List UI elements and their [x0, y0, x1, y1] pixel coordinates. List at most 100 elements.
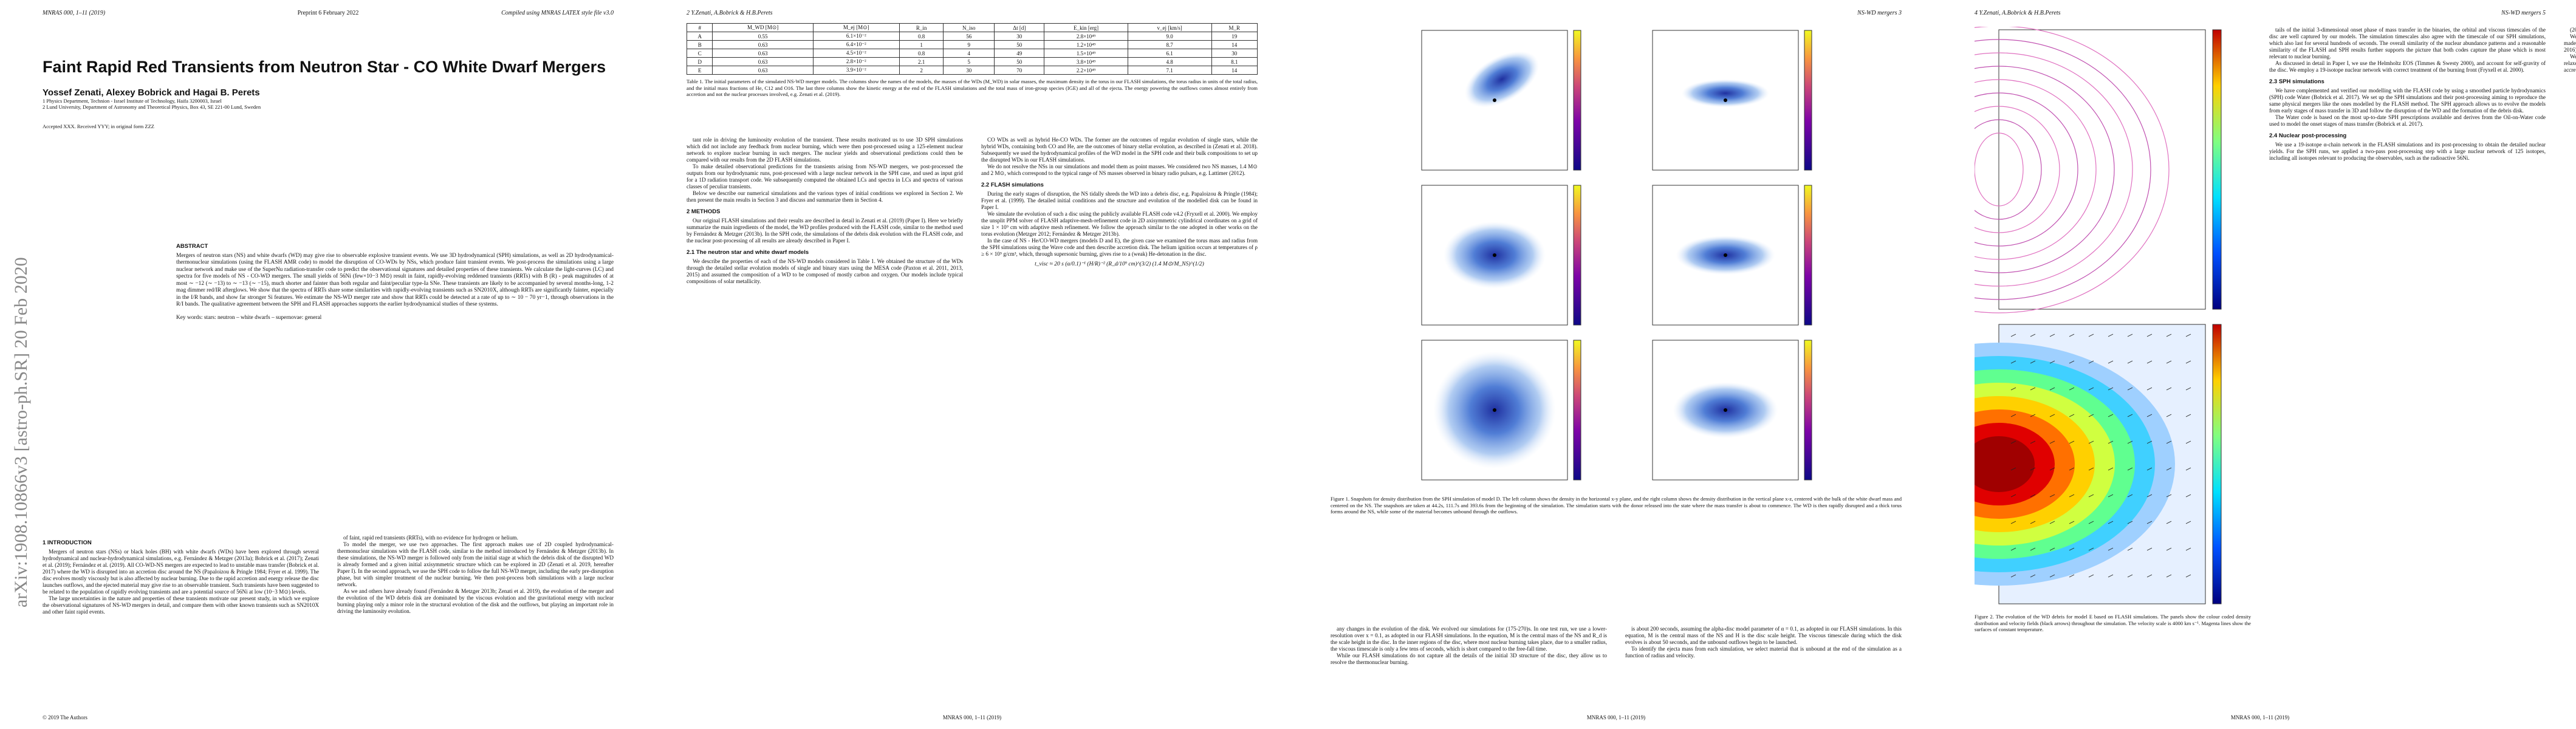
table-cell: 4.8 — [1127, 57, 1212, 66]
velocity-arrow — [2146, 414, 2153, 417]
front-matter: Faint Rapid Red Transients from Neutron … — [43, 58, 614, 129]
velocity-arrow — [2049, 547, 2055, 551]
table-row: D 0.63 2.8×10⁻² 2.1 5 50 3.8×10⁴⁹ 4.8 8.1 — [686, 57, 1258, 66]
page: NS-WD mergers 3 MNRAS 000, 1–11 (2019) Fig… — [1288, 0, 1932, 729]
caption: Figure 1. Snapshots for density distribu… — [1331, 496, 1902, 515]
paragraph: While our FLASH simulations do not captu… — [1331, 652, 1607, 665]
velocity-arrow — [2146, 440, 2153, 444]
velocity-arrow — [2185, 521, 2191, 524]
section-heading: 2.1 The neutron star and white dwarf mod… — [687, 249, 809, 256]
velocity-arrow — [2127, 494, 2133, 498]
header-left: 2 Y.Zenati, A.Bobrick & H.B.Perets — [687, 10, 773, 16]
section-heading: 2.2 FLASH simulations — [981, 182, 1044, 188]
velocity-arrow — [2010, 521, 2016, 524]
table-cell: 2.1 — [899, 57, 944, 66]
paragraph: We have complemented and verified our mo… — [2269, 87, 2546, 114]
velocity-arrow — [2030, 334, 2036, 337]
header-right: NS-WD mergers 5 — [2501, 10, 2546, 16]
neutron-star — [1724, 98, 1727, 102]
paragraph: tant role in driving the luminosity evol… — [687, 137, 963, 163]
paper-title: Faint Rapid Red Transients from Neutron … — [43, 58, 606, 76]
velocity-arrow — [2010, 494, 2016, 498]
velocity-arrow — [2146, 360, 2153, 364]
table-cell: 8.1 — [1211, 57, 1258, 66]
velocity-arrow — [2146, 574, 2153, 578]
panel-frame — [1998, 29, 2206, 310]
neutron-star — [1493, 408, 1496, 412]
contour — [1975, 79, 2097, 260]
velocity-arrow — [2108, 440, 2114, 444]
neutron-star — [1724, 408, 1727, 412]
paragraph: tails of the initial 3-dimensional onset… — [2269, 27, 2546, 60]
table-cell: 50 — [994, 40, 1045, 49]
table-cell: 0.55 — [712, 32, 814, 41]
paragraph: As we and others have already found (Fer… — [337, 588, 614, 614]
contour — [1975, 27, 2170, 313]
table-cell: 9 — [943, 40, 995, 49]
abstract-text: Mergers of neutron stars (NS) and white … — [176, 252, 614, 308]
velocity-arrow — [2108, 387, 2114, 391]
velocity-arrow — [2030, 414, 2036, 417]
paragraph: Below we describe our numerical simulati… — [687, 190, 963, 203]
contour — [1975, 92, 2078, 247]
velocity-arrow — [2127, 547, 2133, 551]
table-cell: M_ej [M⊙] — [812, 23, 900, 32]
table-cell: 3.8×10⁴⁹ — [1044, 57, 1128, 66]
paragraph: To model the merger, we use two approach… — [337, 541, 614, 587]
velocity-arrow — [2088, 440, 2094, 444]
velocity-arrow — [2088, 387, 2094, 391]
heat-region — [1975, 436, 2035, 492]
velocity-arrow — [2069, 387, 2075, 391]
table-row: A 0.55 6.1×10⁻² 0.8 56 30 2.8×10⁴⁹ 9.0 19 — [686, 32, 1258, 41]
table-cell: N_iso — [943, 23, 995, 32]
paragraph: We do not resolve the NSs in our simulat… — [981, 163, 1258, 176]
paragraph: is about 200 seconds, assuming the alpha… — [1625, 626, 1902, 645]
table-cell: E — [686, 66, 713, 75]
text-column: 1 INTRODUCTION Mergers of neutron stars (… — [43, 535, 319, 708]
equation: t_visc ≈ 20 s (α/0.1)⁻¹ (H/R)⁻² (R_d/10⁹… — [1035, 261, 1204, 267]
table-cell: 14 — [1211, 66, 1258, 75]
velocity-arrow — [2127, 387, 2133, 391]
table-cell: 4 — [943, 49, 995, 58]
velocity-arrow — [2127, 521, 2133, 524]
table-cell: 0.8 — [899, 32, 944, 41]
table-row: C 0.63 4.5×10⁻² 0.8 4 49 1.5×10⁴⁹ 6.1 30 — [686, 49, 1258, 58]
page-footer: MNRAS 000, 1–11 (2019) — [942, 714, 1002, 720]
velocity-arrow — [2049, 414, 2055, 417]
table-cell: 50 — [994, 57, 1045, 66]
table-cell: 2.8×10⁻² — [812, 57, 900, 66]
table-cell: 3.9×10⁻² — [812, 66, 900, 75]
table-cell: 30 — [1211, 49, 1258, 58]
velocity-arrow — [2069, 467, 2075, 471]
velocity-arrow — [2088, 414, 2094, 417]
table-cell: M_WD [M⊙] — [712, 23, 814, 32]
text-column: Figure 2. The evolution of the WD debris… — [1975, 27, 2251, 708]
table-cell: 14 — [1211, 40, 1258, 49]
header-left: MNRAS 000, 1–11 (2019) — [43, 10, 106, 16]
velocity-arrow — [2146, 521, 2153, 524]
page-header: MNRAS 000, 1–11 (2019) Preprint 6 Februar… — [43, 10, 614, 18]
velocity-arrow — [2166, 494, 2172, 498]
text-column: is about 200 seconds, assuming the alpha… — [1625, 626, 1902, 708]
table-cell: v_ej [km/s] — [1127, 23, 1212, 32]
page: 4 Y.Zenati, A.Bobrick & H.B.Perets NS-WD … — [1932, 0, 2576, 729]
table-cell: 0.63 — [712, 40, 814, 49]
text-column: CO WDs as well as hybrid He-CO WDs. The … — [981, 137, 1258, 708]
table-cell: 6.1×10⁻² — [812, 32, 900, 41]
header-right: Compiled using MNRAS LATEX style file v3… — [501, 10, 614, 16]
velocity-arrow — [2030, 521, 2036, 524]
velocity-arrow — [2049, 574, 2055, 578]
velocity-arrow — [2069, 574, 2075, 578]
velocity-arrow — [2146, 334, 2153, 337]
caption: Figure 2. The evolution of the WD debris… — [1975, 614, 2251, 632]
velocity-arrow — [2127, 467, 2133, 471]
velocity-arrow — [2127, 414, 2133, 417]
velocity-arrow — [2108, 574, 2114, 578]
paragraph: As discussed in detail in Paper I, we us… — [2269, 60, 2546, 73]
table-row: # M_WD [M⊙] M_ej [M⊙] R_in N_iso Δt [d] E_kin … — [686, 23, 1258, 32]
velocity-arrow — [2010, 467, 2016, 471]
velocity-arrow — [2185, 467, 2191, 471]
velocity-arrow — [2185, 360, 2191, 364]
velocity-arrow — [2108, 467, 2114, 471]
